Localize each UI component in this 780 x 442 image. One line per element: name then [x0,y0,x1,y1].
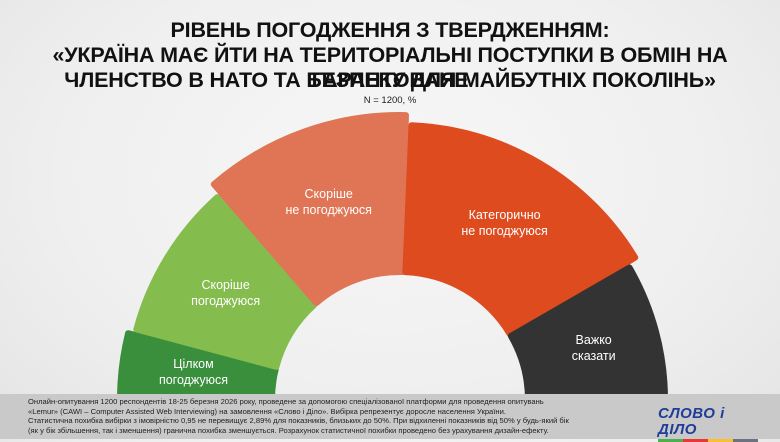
chart-title-line-1: РІВЕНЬ ПОГОДЖЕННЯ З ТВЕРДЖЕННЯМ: [170,18,610,42]
sample-size-note: N = 1200, % [363,95,417,106]
segment-label-line: Категорично [468,208,541,223]
methodology-line: (як у бік збільшення, так і зменшення) г… [28,425,549,435]
slovo-i-dilo-logo: СЛОВО і ДІЛО [658,406,758,442]
segment-label: Категорично не погоджуюся [461,207,547,239]
chart-title-line-3: ЧЛЕНСТВО В НАТО ТА БЕЗПЕКУ ДЛЯ МАЙБУТНІХ… [64,68,716,92]
methodology-footer: Онлайн-опитування 1200 респондентів 18-2… [0,394,780,442]
segment-label: Скоріше погоджуюся [191,277,260,309]
chart-title-line-2: «УКРАЇНА МАЄ ЙТИ НА ТЕРИТОРІАЛЬНІ ПОСТУП… [52,43,728,92]
segment-label-line: Цілком [173,357,214,371]
logo-text: СЛОВО і ДІЛО [658,405,725,438]
segment-label: Важко сказати [572,332,616,364]
methodology-line: «Lemur» (CAWI – Computer Assisted Web In… [28,406,506,416]
methodology-text: Онлайн-опитування 1200 респондентів 18-2… [28,397,628,435]
segment-label-line: не погоджуюся [461,224,548,239]
segment-label-line: Скоріше [201,278,250,293]
segment-label-line: погоджуюся [191,294,261,309]
segment-label: Скоріше не погоджуюся [285,186,371,218]
segment-label-line: сказати [571,349,616,364]
gauge-segment [402,122,639,337]
gauge-segment [133,194,318,370]
methodology-line: Онлайн-опитування 1200 респондентів 18-2… [28,397,544,406]
gauge-segment [210,112,409,307]
methodology-line: Статистична похибка вибірки з імовірніст… [28,416,569,426]
segment-label-line: Скоріше [304,186,353,201]
segment-label: Цілком погоджуюся [159,356,228,388]
segment-label-line: погоджуюся [158,373,229,387]
segment-label-line: Важко [575,333,612,348]
segment-label-line: не погоджуюся [285,202,372,217]
